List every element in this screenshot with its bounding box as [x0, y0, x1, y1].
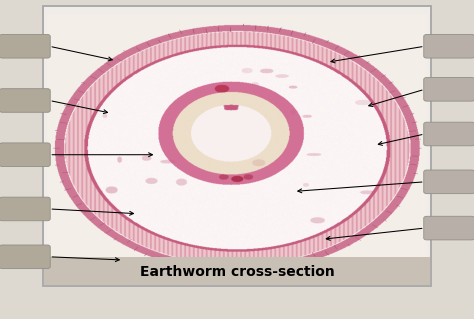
- Bar: [43, 257, 431, 286]
- Bar: [43, 6, 431, 286]
- Text: Earthworm cross-section: Earthworm cross-section: [140, 265, 334, 279]
- FancyBboxPatch shape: [424, 78, 474, 101]
- FancyBboxPatch shape: [0, 34, 50, 58]
- FancyBboxPatch shape: [424, 216, 474, 240]
- FancyBboxPatch shape: [424, 170, 474, 194]
- FancyBboxPatch shape: [0, 245, 50, 269]
- FancyBboxPatch shape: [0, 89, 50, 112]
- Bar: [43, 6, 431, 286]
- FancyBboxPatch shape: [424, 122, 474, 146]
- FancyBboxPatch shape: [424, 34, 474, 58]
- FancyBboxPatch shape: [0, 197, 50, 221]
- FancyBboxPatch shape: [0, 143, 50, 167]
